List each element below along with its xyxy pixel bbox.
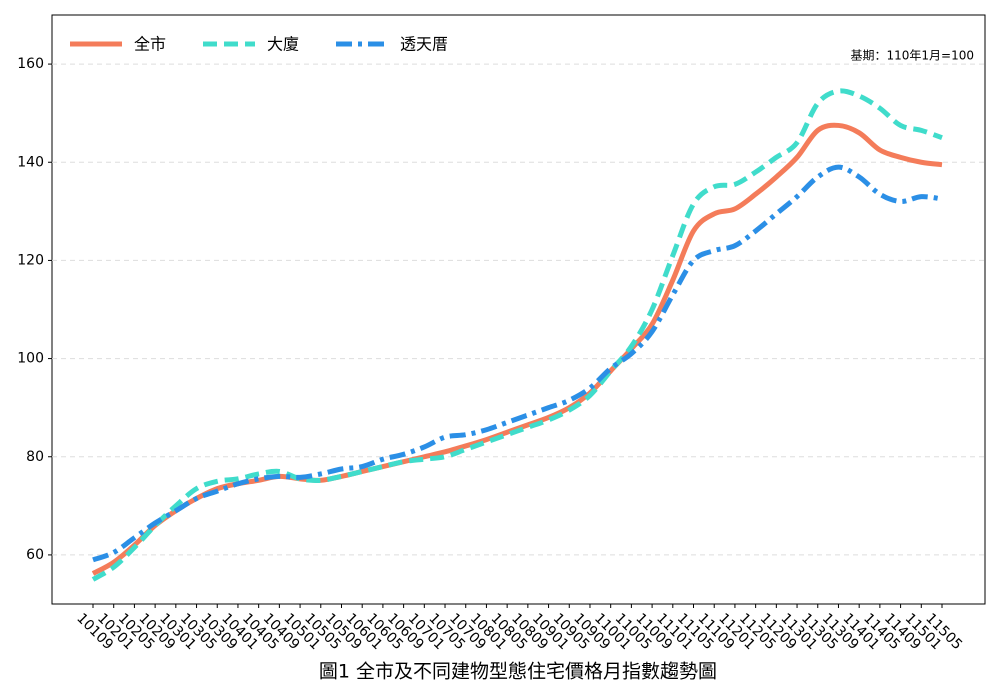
series-line (91, 88, 943, 582)
legend-label: 全市 (134, 35, 166, 54)
annotation: 基期：110年1月=100 (851, 49, 975, 63)
legend-label: 大廈 (267, 35, 299, 54)
y-tick-label: 80 (26, 449, 44, 465)
legend-label: 透天厝 (400, 35, 448, 54)
caption: 圖1 全市及不同建物型態住宅價格月指數趨勢圖 (319, 661, 717, 683)
y-tick-label: 60 (26, 547, 44, 563)
y-tick-label: 160 (17, 56, 44, 72)
y-tick-label: 140 (17, 154, 44, 170)
series-line (92, 164, 943, 563)
y-tick-label: 120 (17, 252, 44, 268)
y-tick-label: 100 (17, 351, 44, 367)
plot-frame (51, 14, 986, 605)
series-line (91, 122, 943, 576)
